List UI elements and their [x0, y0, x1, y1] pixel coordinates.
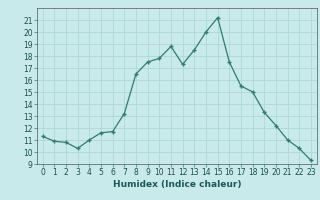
X-axis label: Humidex (Indice chaleur): Humidex (Indice chaleur)	[113, 180, 241, 189]
